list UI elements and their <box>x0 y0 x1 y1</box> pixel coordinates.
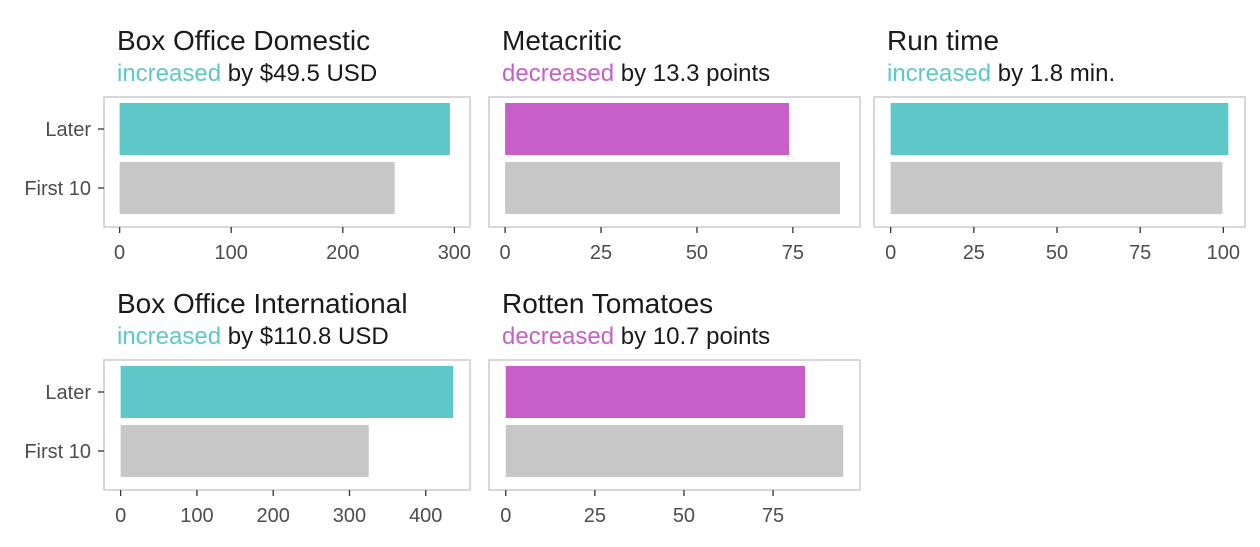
x-tick-label: 0 <box>885 242 896 264</box>
panel-subtitle: increased by $49.5 USD <box>117 60 377 87</box>
bar-first-10 <box>119 162 395 214</box>
panel-subtitle: decreased by 10.7 points <box>502 323 770 350</box>
subtitle-direction-word: increased <box>887 60 991 87</box>
x-tick-label: 200 <box>326 242 359 264</box>
bar-later <box>505 103 790 155</box>
subtitle-change-text: by $49.5 USD <box>221 60 377 87</box>
x-tick-label: 0 <box>115 505 126 527</box>
panel-4: Box Office International increased by $11… <box>24 288 471 527</box>
x-tick-label: 50 <box>686 242 708 264</box>
panel-border <box>103 359 471 491</box>
bar-first-10 <box>890 162 1223 214</box>
x-tick-label: 0 <box>500 242 511 264</box>
bar-later <box>120 366 454 418</box>
y-tick-label: First 10 <box>24 441 91 463</box>
subtitle-change-text: by $110.8 USD <box>221 323 389 350</box>
x-tick-label: 50 <box>1046 242 1068 264</box>
panel-2: Metacritic decreased by 13.3 points 0 25 50 7… <box>488 25 861 264</box>
panel-5: Rotten Tomatoes decreased by 10.7 points 0… <box>488 288 861 527</box>
subtitle-change-text: by 1.8 min. <box>991 60 1115 87</box>
panel-title: Box Office Domestic <box>117 25 370 56</box>
x-tick-label: 300 <box>333 505 366 527</box>
subtitle-direction-word: decreased <box>502 60 614 87</box>
x-tick-label: 25 <box>584 505 606 527</box>
panel-title: Rotten Tomatoes <box>502 288 713 319</box>
subtitle-change-text: by 10.7 points <box>614 323 770 350</box>
subtitle-direction-word: increased <box>117 60 221 87</box>
subtitle-change-text: by 13.3 points <box>614 60 770 87</box>
x-tick-label: 300 <box>438 242 471 264</box>
panel-subtitle: increased by $110.8 USD <box>117 323 389 350</box>
bar-first-10 <box>120 425 369 477</box>
x-tick-label: 200 <box>257 505 290 527</box>
subtitle-direction-word: decreased <box>502 323 614 350</box>
x-tick-label: 50 <box>673 505 695 527</box>
panel-title: Run time <box>887 25 999 56</box>
y-tick-label: Later <box>45 119 91 141</box>
subtitle-direction-word: increased <box>117 323 221 350</box>
panel-1: Box Office Domestic increased by $49.5 US… <box>24 25 471 264</box>
panel-border <box>873 96 1246 228</box>
x-tick-label: 0 <box>500 505 511 527</box>
bar-later <box>505 366 806 418</box>
x-tick-label: 0 <box>114 242 125 264</box>
x-tick-label: 75 <box>782 242 804 264</box>
panel-3: Run time increased by 1.8 min. 0 25 50 75 100 <box>873 25 1246 264</box>
y-tick-label: First 10 <box>24 178 91 200</box>
x-tick-label: 100 <box>180 505 213 527</box>
bar-later <box>890 103 1229 155</box>
panel-border <box>488 96 861 228</box>
x-tick-label: 25 <box>963 242 985 264</box>
y-tick-label: Later <box>45 382 91 404</box>
panel-subtitle: increased by 1.8 min. <box>887 60 1115 87</box>
bar-first-10 <box>505 162 841 214</box>
x-tick-label: 75 <box>1129 242 1151 264</box>
x-tick-label: 25 <box>590 242 612 264</box>
panel-title: Box Office International <box>117 288 408 319</box>
x-tick-label: 400 <box>409 505 442 527</box>
bar-later <box>119 103 450 155</box>
x-tick-label: 100 <box>1207 242 1240 264</box>
panel-subtitle: decreased by 13.3 points <box>502 60 770 87</box>
x-tick-label: 75 <box>762 505 784 527</box>
bar-first-10 <box>505 425 844 477</box>
panel-border <box>103 96 471 228</box>
panel-title: Metacritic <box>502 25 622 56</box>
x-tick-label: 100 <box>215 242 248 264</box>
panel-border <box>488 359 861 491</box>
